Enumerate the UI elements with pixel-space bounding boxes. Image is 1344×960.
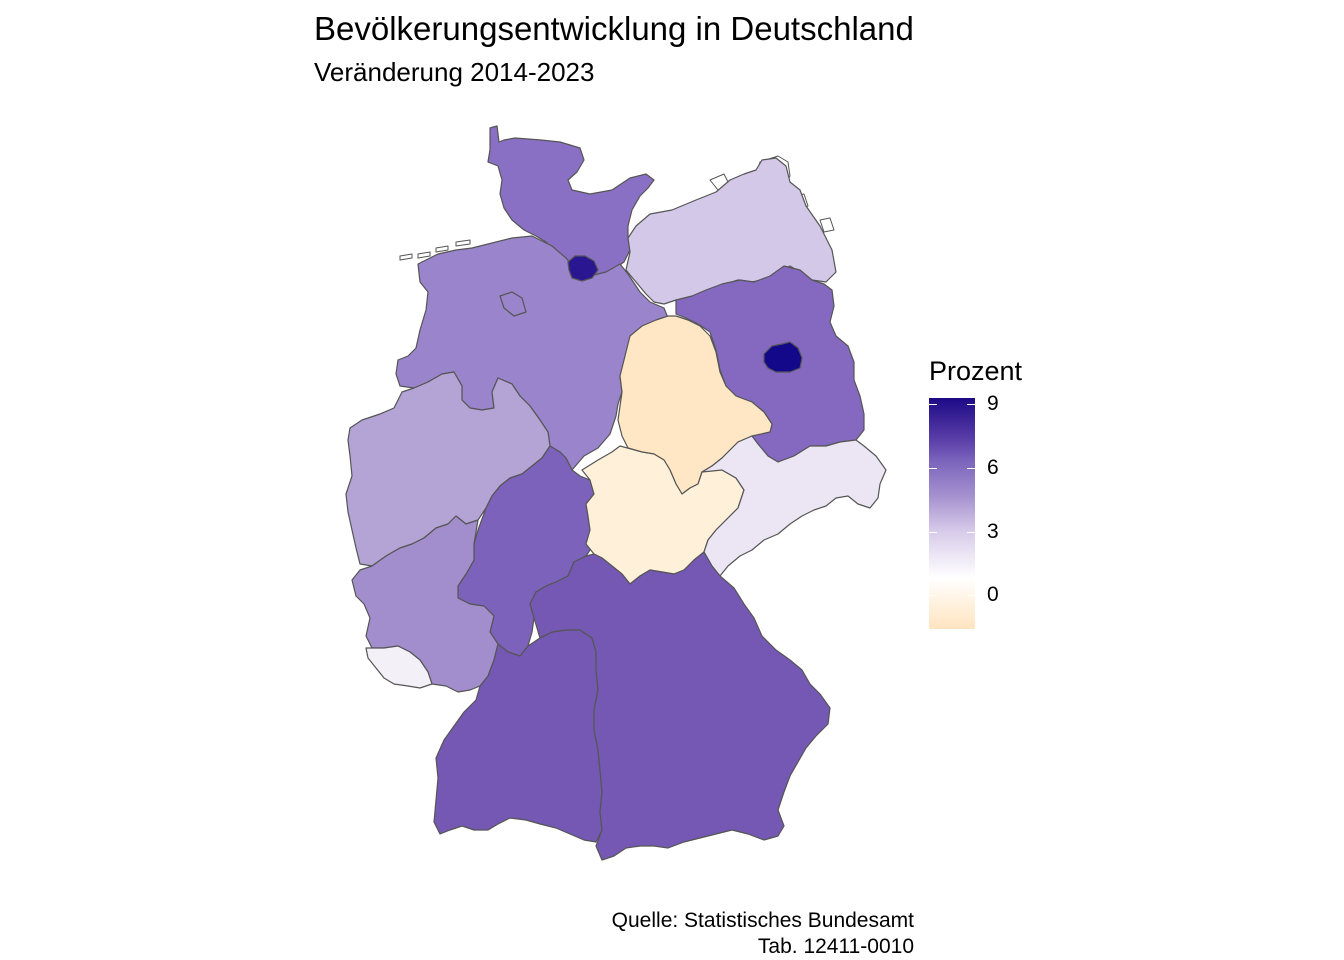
legend-tick-mark [967,595,975,596]
island-outline [819,217,835,233]
legend-tick-label: 6 [987,456,999,479]
legend-tick-mark [929,595,937,596]
state-hamburg: Hamburg [567,255,599,282]
island-outline [399,253,413,261]
map-title: Bevölkerungsentwicklung in Deutschland [314,10,914,47]
legend-tick-mark [967,468,975,469]
legend-tick-label: 3 [987,520,999,543]
map-subtitle: Veränderung 2014-2023 [314,57,595,87]
legend-tick-label: 9 [987,392,999,415]
legend-tick-label: 0 [987,583,999,606]
state-berlin: Berlin [763,341,803,373]
legend-colorbar [929,398,975,629]
caption-source: Quelle: Statistisches Bundesamt [611,909,914,932]
state-bayern: Bayern [529,551,831,861]
state-sachsen: Sachsen [701,435,887,577]
state-schleswig-holstein: Schleswig-Holstein [487,125,655,277]
caption-table: Tab. 12411-0010 [757,935,914,958]
caption: Quelle: Statistisches Bundesamt Tab. 124… [612,908,914,960]
island-outline [435,245,449,253]
state-bremen: Bremen [499,291,527,317]
legend-tick-mark [929,468,937,469]
state-saarland: Saarland [365,645,433,689]
legend-title: Prozent [929,356,1023,386]
legend-tick-mark [967,404,975,405]
legend-tick-mark [929,532,937,533]
island-outline [417,251,431,259]
legend-tick-mark [929,404,937,405]
island-outline [455,239,471,247]
legend-tick-mark [967,532,975,533]
